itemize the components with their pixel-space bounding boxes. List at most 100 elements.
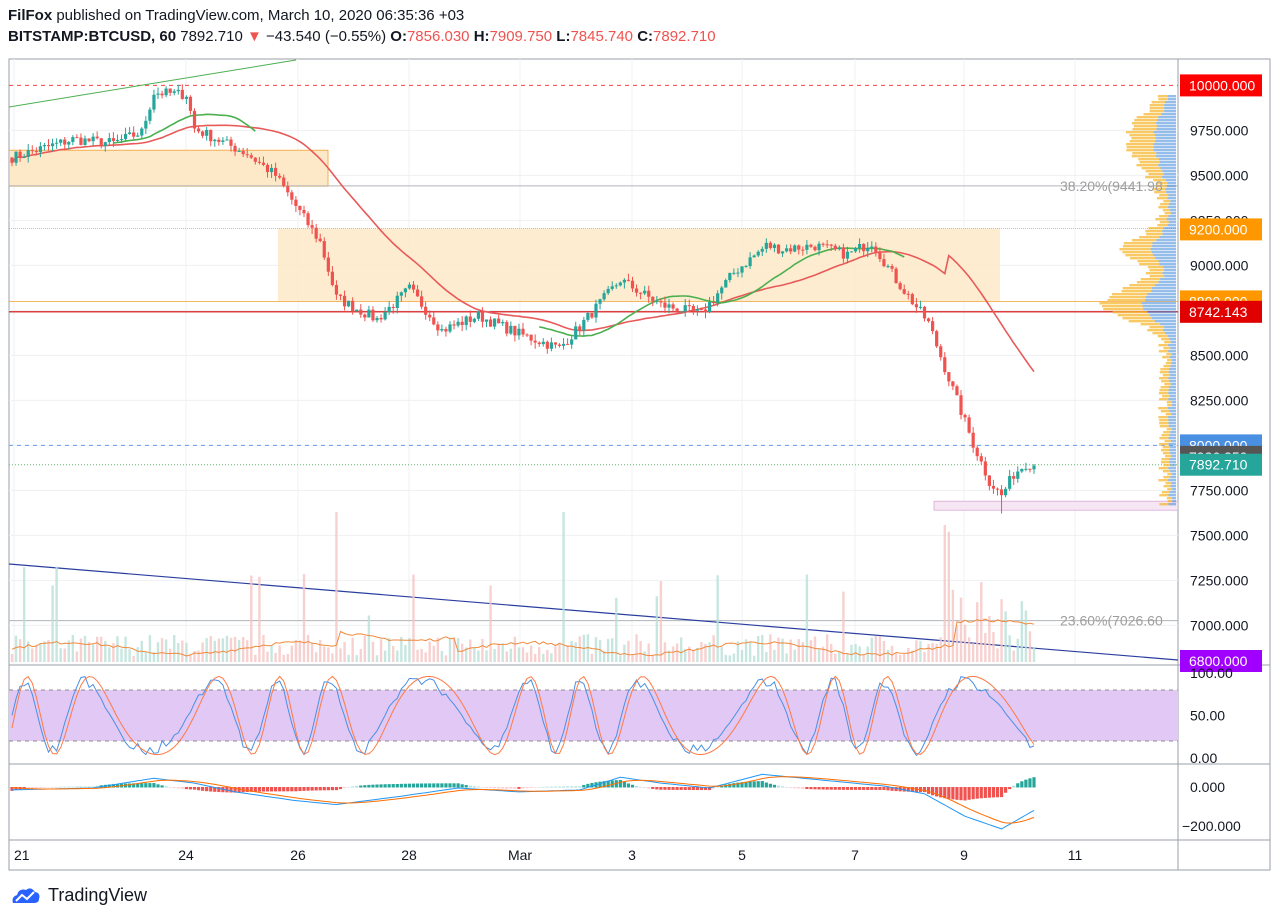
- macd-histogram-bar: [655, 787, 659, 790]
- macd-histogram-bar: [192, 787, 197, 790]
- macd-histogram-bar: [38, 787, 42, 788]
- volume-bar: [627, 640, 630, 662]
- candle: [501, 322, 505, 324]
- candle: [119, 139, 124, 141]
- macd-histogram-bar: [606, 780, 610, 788]
- macd-histogram-bar: [383, 784, 387, 788]
- volume-profile-bar: [1129, 134, 1156, 137]
- volume-profile-bar: [1170, 485, 1176, 488]
- volume-profile-bar: [1143, 113, 1162, 116]
- volume-bar: [728, 655, 732, 662]
- volume-profile-bar: [1168, 392, 1176, 395]
- volume-profile-bar: [1169, 449, 1176, 452]
- volume-bar: [168, 648, 172, 662]
- candle: [971, 432, 975, 448]
- volume-profile-bar: [1112, 311, 1148, 314]
- volume-bar: [655, 596, 659, 662]
- volume-bar: [777, 637, 780, 662]
- volume-bar: [858, 646, 861, 662]
- volume-profile-bar: [1168, 443, 1176, 446]
- macd-histogram-bar: [391, 784, 395, 788]
- candle: [707, 302, 712, 313]
- candle: [148, 109, 152, 121]
- macd-histogram-bar: [764, 782, 768, 788]
- macd-histogram-bar: [168, 786, 172, 788]
- volume-bar: [1008, 635, 1011, 662]
- candle: [420, 296, 424, 307]
- candle: [26, 150, 30, 157]
- macd-histogram-bar: [209, 787, 213, 792]
- volume-profile-bar: [1099, 302, 1142, 305]
- volume-bar: [497, 643, 500, 662]
- candle: [553, 342, 558, 345]
- candle: [282, 177, 286, 187]
- macd-histogram-bar: [217, 787, 221, 793]
- volume-bar: [47, 639, 50, 662]
- volume-profile-bar: [1156, 155, 1176, 158]
- macd-histogram-bar: [967, 787, 971, 800]
- candle: [679, 311, 683, 313]
- author-name[interactable]: FilFox: [8, 7, 53, 24]
- macd-histogram-bar: [294, 787, 298, 792]
- macd-histogram-bar: [444, 783, 448, 788]
- candle: [513, 325, 517, 336]
- macd-histogram-bar: [464, 785, 468, 788]
- macd-histogram-bar: [886, 787, 890, 791]
- price-tick-label: 7250.000: [1190, 572, 1249, 588]
- volume-bar: [108, 647, 111, 662]
- candle: [164, 88, 168, 96]
- macd-histogram-bar: [184, 787, 188, 790]
- macd-histogram-bar: [63, 786, 67, 788]
- macd-histogram-bar: [1016, 783, 1020, 788]
- volume-bar: [310, 642, 314, 662]
- range-zone: [278, 228, 1000, 302]
- volume-profile-bar: [1160, 410, 1170, 413]
- volume-bar: [136, 647, 139, 662]
- volume-profile-bar: [1165, 362, 1172, 365]
- volume-profile-bar: [1162, 170, 1176, 173]
- candle: [837, 247, 841, 250]
- macd-histogram-bar: [387, 784, 391, 788]
- macd-histogram-bar: [882, 787, 886, 790]
- volume-profile-bar: [1123, 242, 1153, 245]
- volume-profile-bar: [1160, 167, 1176, 170]
- macd-histogram-bar: [659, 787, 663, 790]
- volume-bar: [420, 648, 423, 662]
- support-zone: [933, 500, 1178, 511]
- candle: [874, 246, 878, 253]
- candle: [943, 357, 947, 373]
- volume-bar: [51, 585, 54, 662]
- volume-bar: [769, 634, 772, 662]
- volume-bar: [947, 531, 951, 662]
- tradingview-logo[interactable]: TradingView: [10, 884, 147, 906]
- macd-histogram-bar: [983, 787, 987, 798]
- macd-histogram-bar: [853, 787, 858, 790]
- candle: [379, 317, 383, 320]
- candle: [659, 301, 663, 303]
- macd-tick-label: 0.000: [1190, 779, 1225, 795]
- volume-profile-bar: [1119, 248, 1151, 251]
- volume-bar: [473, 647, 476, 662]
- brand-name: TradingView: [48, 884, 148, 905]
- volume-profile-bar: [1125, 131, 1154, 134]
- volume-profile-bar: [1162, 233, 1176, 236]
- macd-histogram-bar: [334, 787, 339, 791]
- volume-profile-bar: [1163, 266, 1176, 269]
- macd-histogram-bar: [634, 785, 639, 788]
- stoch-d-line: [11, 675, 1035, 756]
- candle: [472, 318, 476, 322]
- candle: [59, 139, 63, 143]
- macd-histogram-bar: [809, 787, 813, 790]
- candle: [521, 328, 525, 335]
- volume-bar: [675, 643, 679, 662]
- candle: [724, 280, 728, 288]
- volume-profile-bar: [1153, 143, 1176, 146]
- macd-histogram-bar: [651, 787, 655, 790]
- candle: [30, 150, 34, 152]
- volume-bar: [927, 643, 930, 662]
- candle: [338, 294, 343, 296]
- candle: [825, 244, 829, 246]
- volume-profile-bar: [1168, 377, 1176, 380]
- volume-profile-bar: [1170, 470, 1176, 473]
